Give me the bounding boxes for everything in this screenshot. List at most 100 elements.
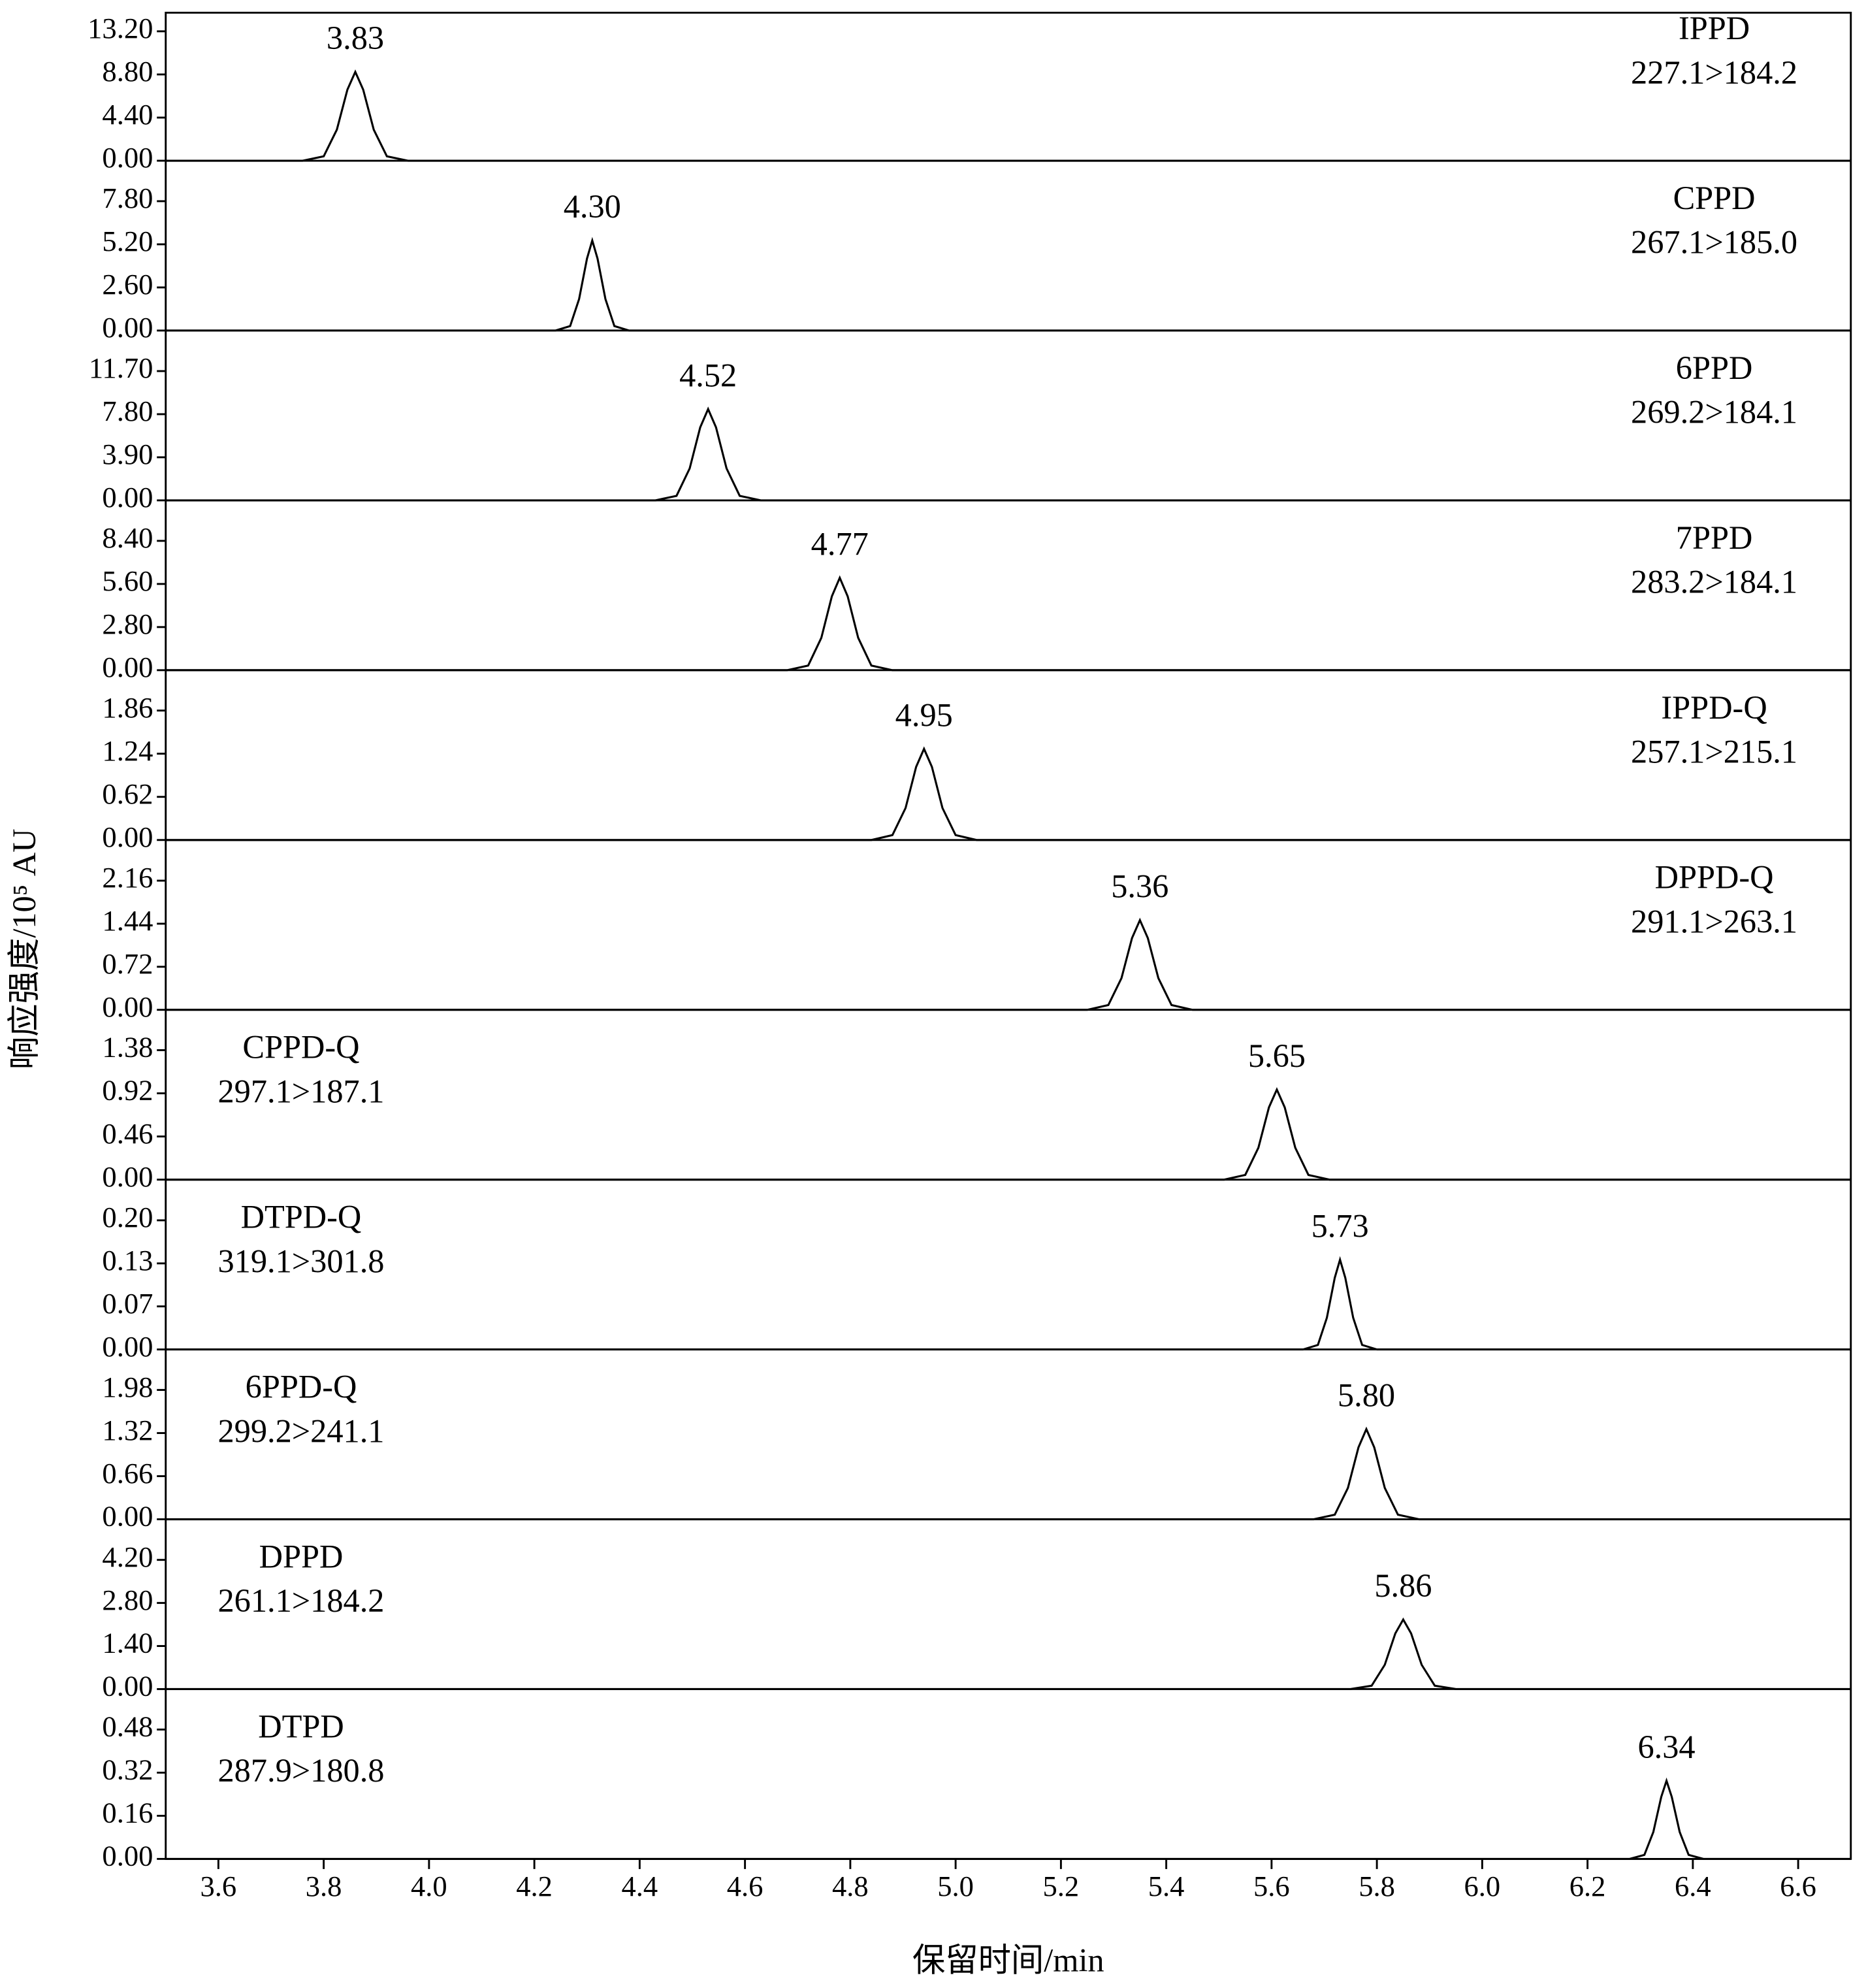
chromatogram-trace [165,69,1851,162]
chromatogram-trace [165,746,1851,841]
x-tick-label: 5.6 [1253,1870,1290,1902]
peak-label: 5.73 [1311,1207,1369,1244]
y-tick-label: 0.00 [102,651,153,683]
chromatogram-trace [165,406,1851,502]
transition-label: 283.2>184.1 [1631,564,1797,600]
y-tick-label: 2.80 [102,608,153,640]
peak-label: 4.77 [811,526,869,562]
transition-label: 257.1>215.1 [1631,734,1797,770]
compound-name: DTPD [258,1708,344,1744]
plot-frame [165,11,1852,1860]
compound-name: DPPD [259,1538,344,1574]
y-tick-label: 1.24 [102,734,153,767]
x-tick-label: 6.0 [1464,1870,1501,1902]
y-tick-label: 0.00 [102,1330,153,1363]
y-tick-label: 0.62 [102,777,153,810]
y-tick-label: 0.66 [102,1457,153,1490]
y-tick-label: 11.70 [89,351,153,384]
compound-name: DTPD-Q [241,1199,362,1235]
transition-label: 299.2>241.1 [217,1412,384,1449]
chromatogram-trace [165,1256,1851,1351]
y-axis-label: 响应强度/10⁵ AU [6,828,42,1069]
y-tick-label: 0.32 [102,1753,153,1786]
peak-label: 5.80 [1338,1377,1395,1414]
x-tick-label: 4.0 [411,1870,447,1902]
compound-name: CPPD-Q [242,1029,359,1066]
chromatogram-trace [165,917,1851,1011]
x-tick-label: 6.2 [1569,1870,1606,1902]
peak-label: 5.65 [1248,1037,1306,1074]
y-tick-label: 0.13 [102,1244,153,1277]
y-tick-label: 7.80 [102,182,153,214]
x-tick-label: 4.8 [832,1870,869,1902]
compound-name: IPPD-Q [1661,689,1767,726]
y-tick-label: 4.40 [102,98,153,131]
y-tick-label: 5.60 [102,564,153,597]
y-tick-label: 4.20 [102,1540,153,1573]
chromatogram-trace [165,1086,1851,1181]
peak-label: 5.86 [1374,1567,1432,1604]
y-tick-label: 0.00 [102,1840,153,1872]
peak-label: 4.52 [679,357,737,393]
y-tick-label: 0.00 [102,141,153,174]
compound-name: 6PPD-Q [246,1369,357,1405]
y-tick-label: 1.44 [102,904,153,937]
x-tick-label: 5.4 [1148,1870,1185,1902]
chromatogram-trace [165,1777,1851,1860]
x-tick-label: 4.6 [727,1870,764,1902]
y-tick-label: 1.38 [102,1031,153,1064]
transition-label: 291.1>263.1 [1631,903,1797,939]
compound-name: CPPD [1673,180,1756,216]
y-tick-label: 1.86 [102,691,153,724]
x-tick-label: 3.8 [306,1870,342,1902]
transition-label: 267.1>185.0 [1631,224,1797,261]
y-tick-label: 2.60 [102,268,153,301]
chromatogram-trace [165,1617,1851,1691]
y-tick-label: 0.00 [102,821,153,853]
x-tick-label: 4.2 [516,1870,553,1902]
y-tick-label: 0.46 [102,1117,153,1150]
transition-label: 269.2>184.1 [1631,394,1797,431]
transition-label: 227.1>184.2 [1631,54,1797,91]
y-tick-label: 0.00 [102,1670,153,1703]
chromatogram-trace [165,575,1851,672]
y-tick-label: 0.16 [102,1797,153,1829]
y-tick-label: 0.20 [102,1201,153,1233]
transition-label: 319.1>301.8 [217,1243,384,1279]
x-tick-label: 6.6 [1780,1870,1816,1902]
y-tick-label: 0.92 [102,1074,153,1107]
y-tick-label: 3.90 [102,438,153,470]
y-tick-label: 2.80 [102,1584,153,1616]
x-tick-label: 3.6 [201,1870,237,1902]
x-tick-label: 5.0 [937,1870,974,1902]
y-tick-label: 7.80 [102,395,153,427]
y-tick-label: 0.00 [102,990,153,1023]
y-tick-label: 5.20 [102,225,153,257]
y-tick-label: 0.72 [102,947,153,980]
y-tick-label: 2.16 [102,861,153,894]
peak-label: 6.34 [1637,1729,1695,1765]
y-tick-label: 0.48 [102,1710,153,1743]
y-tick-label: 8.80 [102,55,153,88]
peak-label: 4.30 [564,188,621,225]
x-tick-label: 6.4 [1675,1870,1711,1902]
chromatogram-trace [165,1426,1851,1521]
compound-name: 7PPD [1676,519,1753,556]
y-tick-label: 0.07 [102,1287,153,1320]
y-tick-label: 0.00 [102,311,153,344]
y-tick-label: 13.20 [88,12,153,44]
peak-label: 5.36 [1111,868,1168,904]
chromatogram-trace [165,236,1851,332]
x-tick-label: 4.4 [622,1870,658,1902]
y-tick-label: 1.98 [102,1371,153,1403]
transition-label: 261.1>184.2 [217,1582,384,1619]
transition-label: 287.9>180.8 [217,1752,384,1789]
y-tick-label: 1.32 [102,1414,153,1446]
y-tick-label: 0.00 [102,481,153,513]
compound-name: 6PPD [1676,350,1753,386]
peak-label: 4.95 [895,696,953,733]
y-tick-label: 8.40 [102,521,153,554]
x-tick-label: 5.2 [1043,1870,1080,1902]
y-tick-label: 1.40 [102,1627,153,1659]
